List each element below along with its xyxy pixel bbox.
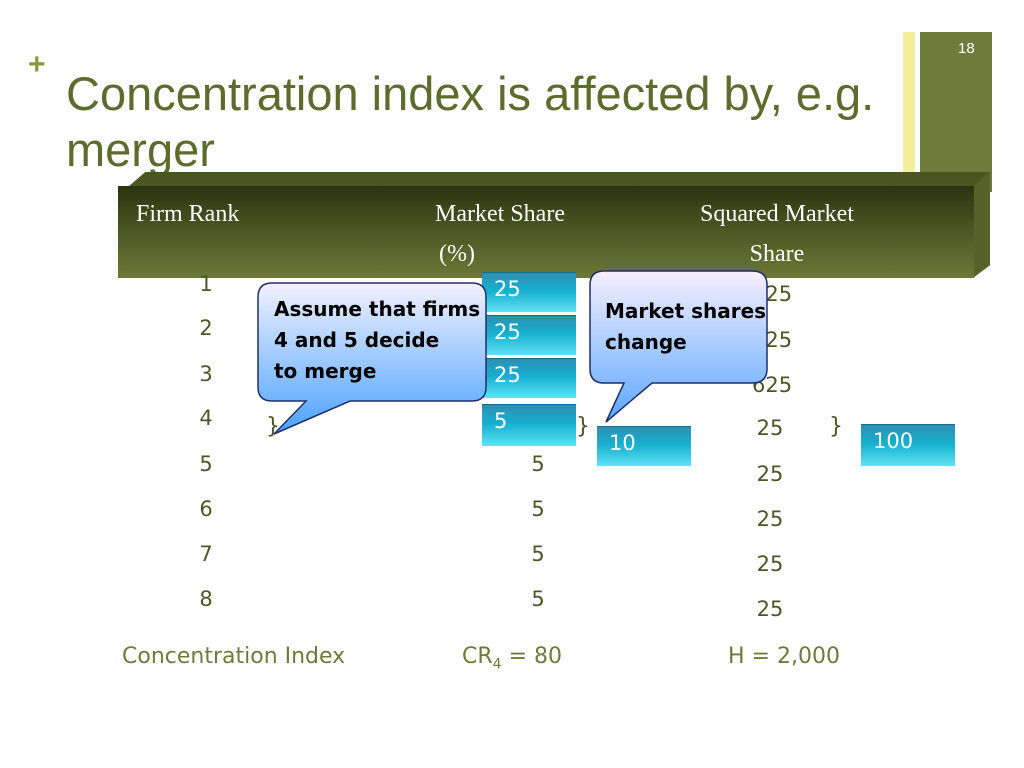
table-header-band	[118, 186, 974, 278]
merge-brace-sq: }	[829, 414, 843, 439]
header-squared-share: Squared Market	[700, 201, 854, 227]
plus-icon: +	[28, 48, 46, 81]
header-firm-rank: Firm Rank	[136, 201, 240, 227]
merge-callout-line3: to merge	[274, 359, 377, 383]
share-5: 5	[531, 452, 545, 476]
rank-4: 4	[199, 406, 213, 430]
concentration-index-label: Concentration Index	[122, 644, 346, 669]
sq-4: 25	[756, 416, 784, 440]
share-8: 5	[531, 587, 545, 611]
merge-callout-line1: Assume that firms	[274, 297, 481, 321]
slide-number: 18	[958, 40, 975, 57]
header-squared-share-2: Share	[749, 241, 805, 267]
merge-callout-line2: 4 and 5 decide	[274, 328, 440, 352]
sq-6: 25	[756, 507, 784, 531]
share-change-callout-line1: Market shares	[605, 299, 767, 323]
cr4-value: CR4 = 80	[462, 644, 562, 673]
merged-share-box: 10	[597, 426, 691, 466]
rank-8: 8	[199, 587, 213, 611]
header-market-share: Market Share	[435, 201, 565, 227]
rank-5: 5	[199, 452, 213, 476]
share-box-1: 25	[482, 272, 576, 312]
sq-5: 25	[756, 462, 784, 486]
share-7: 5	[531, 542, 545, 566]
share-box-3: 25	[482, 358, 576, 398]
h-index-value: H = 2,000	[728, 644, 840, 669]
sq-8: 25	[756, 597, 784, 621]
share-6: 5	[531, 497, 545, 521]
merge-brace-share: }	[576, 414, 590, 439]
accent-bar	[903, 32, 915, 192]
merged-sq-box: 100	[861, 424, 955, 466]
share-box-4: 5	[482, 404, 576, 446]
slide-title: Concentration index is affected by, e.g.…	[66, 67, 875, 176]
header-market-share-unit: (%)	[439, 241, 475, 267]
header-band-side	[973, 172, 990, 278]
rank-1: 1	[199, 272, 213, 296]
share-change-callout-line2: change	[605, 330, 687, 354]
rank-6: 6	[199, 497, 213, 521]
sq-7: 25	[756, 552, 784, 576]
slide-number-block	[920, 32, 992, 192]
share-box-2: 25	[482, 315, 576, 355]
share-change-callout-bubble	[589, 270, 768, 423]
header-band-top	[128, 172, 990, 187]
rank-2: 2	[199, 316, 213, 340]
merge-callout-bubble	[257, 282, 487, 435]
rank-3: 3	[199, 362, 213, 386]
rank-7: 7	[199, 542, 213, 566]
